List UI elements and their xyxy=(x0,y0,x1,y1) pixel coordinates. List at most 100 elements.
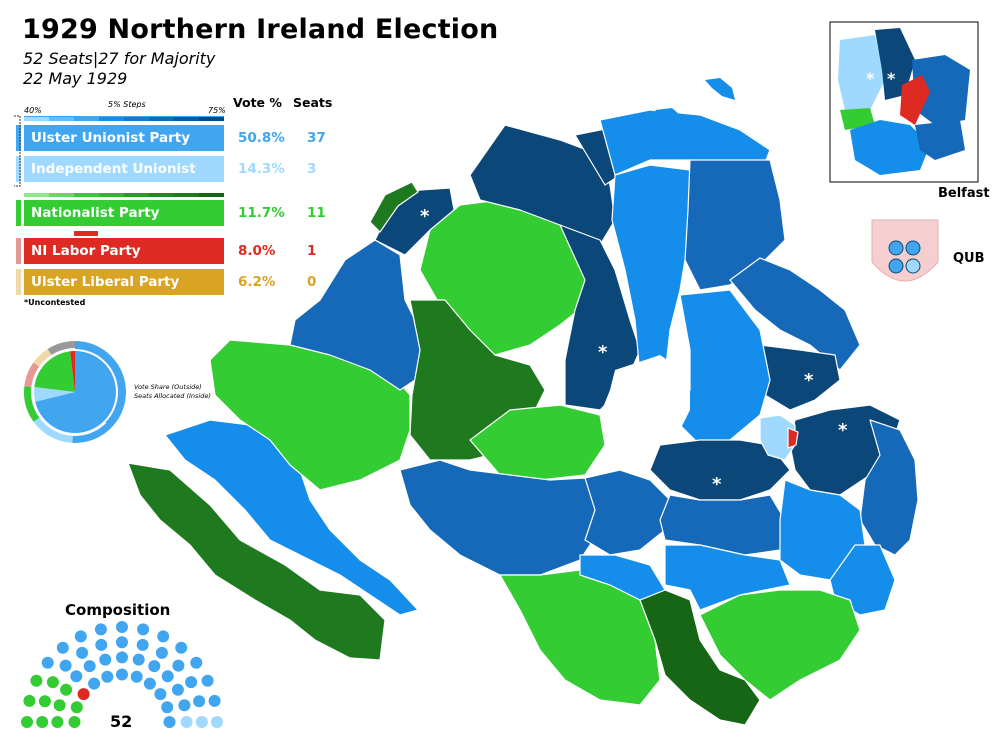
seat-dot xyxy=(180,716,193,728)
party-swatch xyxy=(16,125,21,151)
seat-dot xyxy=(208,694,221,707)
belfast-inset-label: Belfast xyxy=(938,186,990,201)
seat-dot xyxy=(21,716,33,728)
seat-dot xyxy=(136,638,149,651)
seat-dot xyxy=(76,646,89,659)
uncontested-marker: * xyxy=(598,342,608,363)
ards-constituency xyxy=(859,419,919,556)
seat-dot xyxy=(101,670,114,683)
composition-total: 52 xyxy=(110,712,133,731)
seat-dot xyxy=(116,668,128,681)
pie-slice xyxy=(23,386,40,422)
party-swatch xyxy=(16,269,21,295)
seat-dot xyxy=(171,683,184,696)
uncontested-marker: * xyxy=(887,69,896,88)
seat-dot xyxy=(185,676,198,689)
election-date: 22 May 1929 xyxy=(23,69,128,88)
composition-title: Composition xyxy=(65,601,171,619)
seat-dot xyxy=(70,701,83,714)
page-subtitle: 52 Seats|27 for Majority xyxy=(23,49,216,68)
party-seats: 3 xyxy=(307,161,317,177)
seat-dot xyxy=(53,699,66,712)
belfast-inset: * * xyxy=(829,21,979,183)
antrim-constituency xyxy=(674,289,771,446)
south-down-constituency xyxy=(699,589,861,701)
party-swatch xyxy=(16,200,21,226)
party-swatch xyxy=(16,156,21,182)
uncontested-marker: * xyxy=(420,206,430,227)
pie-slice xyxy=(34,350,117,434)
seat-dot xyxy=(46,676,59,689)
party-name: Ulster Unionist Party xyxy=(24,125,224,151)
seat-dot xyxy=(157,630,170,643)
dungannon-constituency xyxy=(584,469,671,556)
seat-dot xyxy=(161,670,174,683)
mid-armagh-constituency xyxy=(649,439,791,501)
pie-slice xyxy=(33,348,52,367)
party-seats: 37 xyxy=(307,130,326,146)
inishowen-constituency xyxy=(369,181,419,233)
south-tyrone-constituency xyxy=(399,459,611,576)
seat-dot xyxy=(130,670,143,683)
seat-dot xyxy=(83,660,96,673)
uncontested-marker: * xyxy=(838,420,848,441)
seat-dot xyxy=(74,630,87,643)
vote-header: Vote % xyxy=(233,95,282,110)
newry-constituency xyxy=(639,589,761,726)
seat-dot xyxy=(175,641,188,654)
seat-dot xyxy=(172,659,185,672)
seat-dot xyxy=(88,677,101,690)
qub-emblem xyxy=(871,219,939,282)
lough-neagh xyxy=(600,355,690,450)
seat-dot xyxy=(143,677,156,690)
belfast-mini-area xyxy=(759,414,796,461)
seat-dot xyxy=(51,716,64,728)
iveagh-constituency xyxy=(664,544,791,611)
scale-max-label: 75% xyxy=(208,106,226,115)
bann-side-constituency xyxy=(611,164,691,376)
foyle-constituency xyxy=(289,239,431,391)
seat-dot xyxy=(190,656,203,669)
nationalist-scale-bar xyxy=(24,193,224,236)
seat-dot xyxy=(161,701,174,714)
pie-slice xyxy=(69,350,75,392)
seat-dot xyxy=(56,641,69,654)
seat-dot xyxy=(23,694,36,707)
pie-slice xyxy=(33,417,73,443)
pie-slice xyxy=(33,350,75,392)
pie-slice xyxy=(72,341,126,443)
party-vote: 50.8% xyxy=(238,130,285,146)
seats-header: Seats xyxy=(293,95,333,110)
scale-step-label: 5% Steps xyxy=(108,100,146,109)
seat-dot xyxy=(148,660,161,673)
uncontested-note: *Uncontested xyxy=(24,298,86,307)
pie-caption-outer: Vote Share (Outside) xyxy=(134,383,202,391)
party-vote: 14.3% xyxy=(238,161,285,177)
pie-slice xyxy=(24,362,40,388)
seat-dot xyxy=(137,623,150,636)
party-vote: 11.7% xyxy=(238,205,285,221)
armagh-constituency xyxy=(579,554,666,601)
seat-dot xyxy=(41,656,54,669)
seat-dot xyxy=(201,674,214,687)
seat-dot xyxy=(116,636,128,649)
seat-dot xyxy=(60,683,73,696)
uncontested-marker: * xyxy=(804,370,814,391)
seat-dot xyxy=(99,653,112,666)
seat-dot xyxy=(70,670,83,683)
pie-slice xyxy=(47,341,75,355)
carrick-constituency xyxy=(759,344,841,411)
seat-dot xyxy=(68,716,81,728)
party-name: Nationalist Party xyxy=(24,200,224,226)
party-swatch xyxy=(16,238,21,264)
composition-hemicycle xyxy=(21,621,223,728)
seat-dot xyxy=(155,646,168,659)
pie-caption-inner: Seats Allocated (Inside) xyxy=(134,392,211,400)
party-seats: 0 xyxy=(307,274,317,290)
party-name: Ulster Liberal Party xyxy=(24,269,224,295)
seat-dot xyxy=(163,716,176,728)
seat-dot xyxy=(38,695,51,708)
seat-dot xyxy=(94,623,107,636)
party-vote: 6.2% xyxy=(238,274,276,290)
